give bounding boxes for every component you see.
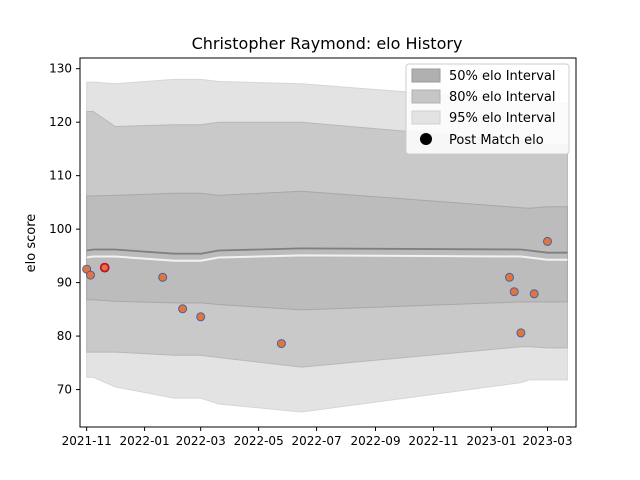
x-tick-label: 2022-07 (292, 434, 342, 448)
mean-line-highlight (86, 254, 568, 262)
y-tick-label: 70 (57, 383, 72, 397)
mean-line-layer (86, 247, 568, 262)
x-tick-label: 2021-11 (62, 434, 112, 448)
x-tick-label: 2023-03 (522, 434, 572, 448)
post-match-point (276, 339, 286, 349)
x-tick-label: 2023-01 (466, 434, 516, 448)
post-match-point (509, 287, 519, 297)
post-match-points (82, 236, 552, 349)
plot-frame (79, 57, 577, 428)
post-match-point (529, 289, 539, 299)
legend: 50% elo Interval 80% elo Interval 95% el… (405, 63, 570, 155)
post-match-point (178, 304, 188, 314)
legend-box (405, 63, 570, 155)
y-tick-label: 80 (57, 329, 72, 343)
x-tick-label: 2022-05 (234, 434, 284, 448)
x-axis-ticks: 2021-11 2022-01 2022-03 2022-05 2022-07 2022-… (62, 427, 573, 448)
y-tick-label: 90 (57, 276, 72, 290)
legend-marker-post-match (420, 133, 432, 145)
x-tick-label: 2022-01 (120, 434, 170, 448)
legend-label-post-match: Post Match elo (449, 133, 544, 148)
x-tick-label: 2022-03 (176, 434, 226, 448)
post-match-point (158, 272, 168, 282)
y-tick-label: 110 (49, 169, 72, 183)
legend-label-80: 80% elo Interval (449, 90, 556, 105)
legend-swatch-50 (411, 68, 441, 83)
legend-label-50: 50% elo Interval (449, 69, 556, 84)
chart-title: Christopher Raymond: elo History (192, 34, 463, 53)
mean-line (86, 247, 568, 255)
post-match-point (99, 262, 110, 273)
x-tick-label: 2022-11 (408, 434, 458, 448)
post-match-point (196, 312, 206, 322)
y-axis-label: elo score (24, 214, 39, 273)
post-match-point (516, 328, 526, 338)
legend-swatch-80 (411, 89, 441, 104)
legend-swatch-95 (411, 110, 441, 125)
interval-bands (86, 78, 568, 413)
y-tick-label: 130 (49, 62, 72, 76)
legend-label-95: 95% elo Interval (449, 111, 556, 126)
y-tick-label: 100 (49, 222, 72, 236)
x-tick-label: 2022-09 (350, 434, 400, 448)
band-50 (86, 190, 568, 311)
post-match-point (505, 272, 514, 282)
post-match-point (543, 236, 552, 246)
y-tick-label: 120 (49, 115, 72, 129)
y-axis-ticks: 70 80 90 100 110 120 130 (49, 62, 80, 397)
post-match-point (86, 270, 95, 280)
